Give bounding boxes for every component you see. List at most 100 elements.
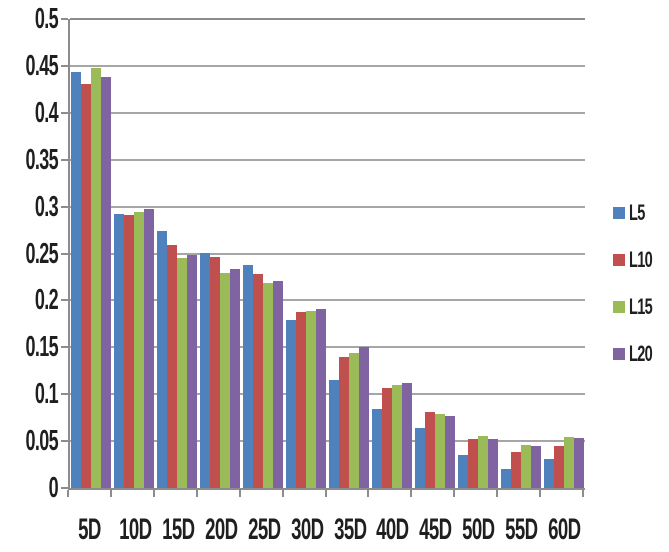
bar-group-60D	[542, 19, 585, 488]
x-axis-tick-label: 60D	[548, 513, 581, 546]
y-axis-tick-label: 0.15	[25, 331, 58, 364]
legend-label: L15	[629, 294, 653, 319]
bar-group-55D	[499, 19, 542, 488]
y-axis-tick	[61, 346, 68, 349]
y-axis-tick-label: 0.5	[34, 3, 59, 35]
bar-L20-55D	[530, 446, 541, 488]
gridline	[70, 18, 585, 20]
legend-item-L5: L5	[613, 200, 653, 225]
gridline	[70, 205, 585, 208]
bar-L10-35D	[338, 357, 349, 488]
bar-L20-35D	[358, 347, 369, 488]
x-axis-tick-label: 25D	[247, 513, 281, 546]
x-axis-tick	[539, 490, 542, 497]
bar-L5-50D	[457, 455, 468, 488]
y-axis-tick	[61, 205, 68, 208]
plot-area	[68, 18, 585, 490]
bar-L20-15D	[187, 255, 198, 488]
bar-L15-55D	[520, 445, 531, 488]
bar-L15-20D	[220, 273, 231, 488]
bar-L5-10D	[114, 214, 125, 488]
x-axis-tick-label: 5D	[78, 513, 101, 546]
bar-L15-30D	[306, 311, 317, 488]
bar-L10-10D	[124, 215, 135, 488]
bar-L5-55D	[500, 469, 511, 488]
x-axis-tick	[496, 490, 499, 497]
y-axis-tick-label: 0.1	[34, 378, 59, 411]
bar-L15-10D	[134, 212, 145, 488]
bar-L15-45D	[434, 414, 445, 488]
bar-L5-60D	[543, 459, 554, 488]
y-axis-tick	[61, 64, 68, 67]
bar-L20-25D	[273, 281, 284, 488]
bar-L20-30D	[316, 309, 327, 488]
x-axis-tick-label: 20D	[204, 513, 238, 546]
bar-L15-50D	[477, 436, 488, 488]
x-axis-tick	[324, 490, 327, 497]
legend-swatch-L10	[613, 254, 625, 266]
bar-group-35D	[328, 19, 371, 488]
bar-group-50D	[456, 19, 499, 488]
bar-group-30D	[285, 19, 328, 488]
bar-L20-45D	[444, 416, 455, 488]
bar-L15-5D	[91, 68, 102, 488]
bar-L5-15D	[157, 231, 168, 488]
x-axis-tick	[152, 490, 155, 497]
y-axis-tick-label: 0.3	[34, 190, 59, 223]
legend-item-L10: L10	[613, 247, 664, 272]
legend-swatch-L15	[613, 301, 625, 313]
legend-label: L20	[629, 341, 653, 366]
bar-L15-15D	[177, 258, 188, 488]
x-axis-tick	[582, 490, 584, 497]
bar-L20-60D	[573, 438, 584, 488]
y-axis-tick-label: 0.05	[25, 425, 58, 458]
bar-group-5D	[70, 19, 113, 488]
x-axis-tick	[238, 490, 241, 497]
bar-group-10D	[113, 19, 156, 488]
y-axis-tick-label: 0	[48, 472, 59, 504]
x-axis-tick-label: 15D	[161, 513, 195, 546]
bar-L20-5D	[101, 77, 112, 488]
legend-item-L20: L20	[613, 341, 664, 366]
gridline	[70, 346, 585, 349]
x-axis-tick	[410, 490, 413, 497]
bar-L20-50D	[487, 439, 498, 488]
bar-group-45D	[413, 19, 456, 488]
y-axis-tick-label: 0.45	[25, 49, 58, 82]
bar-L5-45D	[414, 428, 425, 488]
bar-L20-40D	[401, 383, 412, 488]
gridline	[70, 158, 585, 161]
y-axis-tick	[61, 393, 68, 396]
bar-group-20D	[199, 19, 242, 488]
legend-label: L10	[629, 247, 653, 272]
x-axis-tick	[67, 490, 69, 497]
bar-group-40D	[370, 19, 413, 488]
y-axis-tick	[61, 487, 68, 489]
x-axis-tick-label: 35D	[333, 513, 367, 546]
x-axis-tick-label: 50D	[462, 513, 495, 546]
y-axis-tick	[61, 111, 68, 114]
legend-swatch-L5	[613, 207, 625, 219]
x-axis-tick-label: 55D	[505, 513, 538, 546]
y-axis-tick-label: 0.35	[25, 143, 58, 176]
bar-L15-40D	[391, 385, 402, 488]
y-axis-tick	[61, 18, 68, 20]
bar-L10-45D	[424, 412, 435, 488]
gridline	[70, 252, 585, 255]
x-axis-tick-label: 45D	[419, 513, 452, 546]
bar-L20-10D	[144, 209, 155, 488]
bar-group-15D	[156, 19, 199, 488]
bar-L5-5D	[71, 72, 82, 488]
legend-item-L15: L15	[613, 294, 664, 319]
y-axis-tick-label: 0.2	[34, 284, 59, 317]
y-axis-tick-label: 0.4	[34, 96, 59, 129]
y-axis-tick	[61, 252, 68, 255]
bar-L10-60D	[553, 446, 564, 488]
gridline	[70, 299, 585, 302]
legend-swatch-L20	[613, 348, 625, 360]
bar-L10-15D	[167, 245, 178, 488]
bar-L15-25D	[263, 283, 274, 488]
y-axis-tick	[61, 158, 68, 161]
y-axis-tick	[61, 440, 68, 443]
